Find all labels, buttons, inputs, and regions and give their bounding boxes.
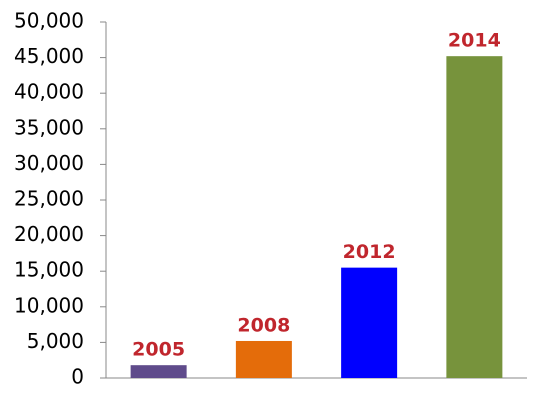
y-tick-label: 40,000: [14, 80, 84, 104]
y-tick-label: 10,000: [14, 293, 84, 317]
y-tick-label: 20,000: [14, 222, 84, 246]
bar: [130, 365, 187, 378]
y-tick-label: 25,000: [14, 187, 84, 211]
category-label: 2005: [132, 339, 185, 361]
bar: [446, 56, 503, 379]
category-label: 2012: [343, 241, 396, 263]
category-label: 2008: [237, 314, 290, 336]
y-tick-label: 50,000: [14, 9, 84, 33]
y-tick-label: 30,000: [14, 151, 84, 175]
y-tick-label: 45,000: [14, 44, 84, 68]
y-tick-label: 15,000: [14, 258, 84, 282]
y-tick-label: 5,000: [27, 329, 84, 353]
category-label: 2014: [448, 30, 501, 52]
bar: [235, 340, 292, 378]
y-tick-label: 35,000: [14, 115, 84, 139]
bar: [341, 267, 398, 378]
y-tick-label: 0: [71, 365, 84, 389]
